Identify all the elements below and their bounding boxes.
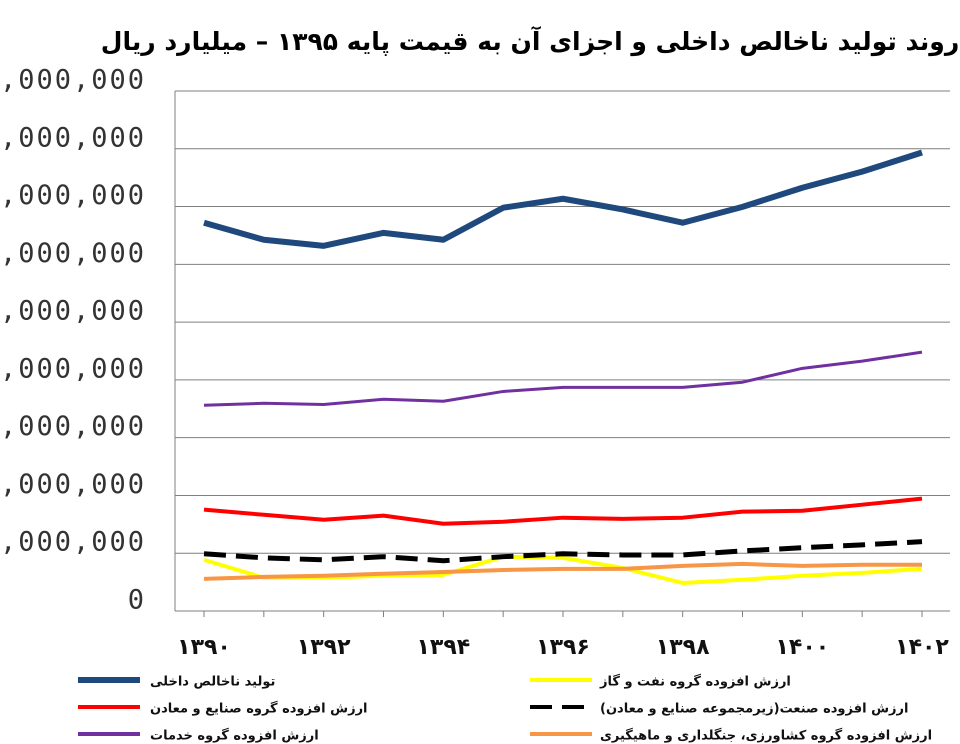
y-tick-label: 6,000,000 (0, 411, 146, 442)
x-tick-label: ۱۳۹۴ (416, 635, 470, 660)
y-tick-label: 8,000,000 (0, 353, 146, 384)
series-line (203, 350, 923, 407)
x-tick-label: ۱۳۹۲ (297, 635, 351, 660)
x-tick-label: ۱۳۹۶ (536, 635, 590, 660)
y-tick-label: 2,000,000 (0, 527, 146, 558)
legend-label: ارزش افزوده صنعت(زیرمجموعه صنایع و معادن… (600, 702, 908, 717)
y-tick-label: 18,000,000 (0, 65, 146, 96)
y-tick-label: 14,000,000 (0, 180, 146, 211)
x-tick-label: ۱۳۹۸ (656, 635, 710, 660)
legend-label: ارزش افزوده گروه نفت و گاز (599, 674, 791, 690)
y-tick-label: 10,000,000 (0, 296, 146, 327)
y-tick-label: 4,000,000 (0, 469, 146, 500)
legend-label: ارزش افزوده گروه صنایع و معادن (150, 701, 368, 717)
x-tick-label: ۱۴۰۲ (895, 635, 949, 660)
series-line (203, 554, 923, 585)
y-tick-label: 0 (128, 585, 146, 616)
legend-label: ارزش افزوده گروه کشاورزی، جنگلداری و ماه… (600, 728, 932, 744)
legend-label: تولید ناخالص داخلی (150, 675, 275, 690)
series-line (203, 149, 923, 249)
series-line (203, 496, 923, 526)
series-line (203, 539, 923, 564)
y-tick-label: 16,000,000 (0, 122, 146, 153)
chart-title: روند تولید ناخالص داخلی و اجزای آن به قی… (101, 26, 959, 57)
x-tick-label: ۱۴۰۰ (775, 635, 829, 660)
series-line (203, 561, 922, 581)
legend-label: ارزش افزوده گروه خدمات (150, 728, 319, 744)
y-tick-label: 12,000,000 (0, 238, 146, 269)
x-tick-label: ۱۳۹۰ (177, 635, 231, 660)
